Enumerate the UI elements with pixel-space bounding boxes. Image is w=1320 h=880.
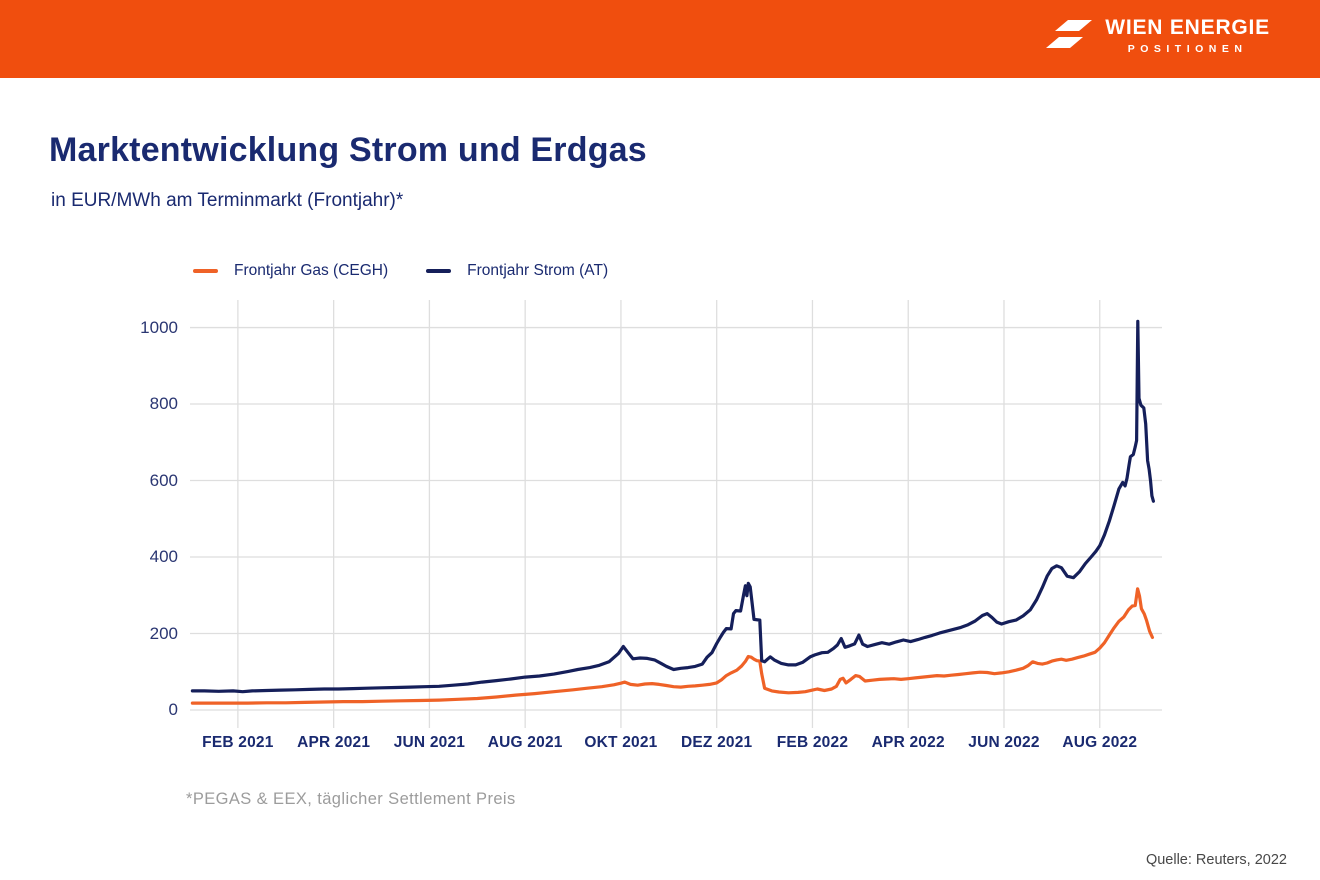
wien-energie-logo-text: WIEN ENERGIE POSITIONEN [1105, 16, 1270, 55]
chart-legend: Frontjahr Gas (CEGH) Frontjahr Strom (AT… [193, 262, 608, 280]
source: Quelle: Reuters, 2022 [1145, 851, 1287, 868]
series-line-strom [190, 319, 1156, 694]
plot-area [190, 300, 1162, 728]
x-tick-label: JUN 2022 [968, 734, 1040, 751]
header-bar: WIEN ENERGIE POSITIONEN [0, 0, 1320, 78]
footnote: *PEGAS & EEX, täglicher Settlement Preis [186, 789, 516, 808]
wien-energie-logo: WIEN ENERGIE POSITIONEN [1046, 16, 1270, 55]
x-tick-label: APR 2022 [871, 734, 945, 751]
legend-item-strom: Frontjahr Strom (AT) [426, 262, 608, 280]
brand-subtitle: POSITIONEN [1127, 43, 1248, 56]
x-tick-label: APR 2021 [297, 734, 371, 751]
y-tick-label: 200 [149, 623, 178, 643]
brand-name: WIEN ENERGIE [1105, 16, 1270, 39]
y-tick-label: 1000 [140, 317, 178, 337]
x-tick-label: JUN 2021 [393, 734, 466, 751]
x-tick-label: OKT 2021 [584, 734, 658, 751]
legend-label-strom: Frontjahr Strom (AT) [467, 262, 609, 279]
price-chart: 0 200 400 600 800 1000 FEB 2021 APR 2021 JUN 20… [140, 300, 1162, 751]
x-tick-label: DEZ 2021 [680, 734, 753, 751]
page-title: Marktentwicklung Strom und Erdgas [49, 130, 647, 169]
gas-line-swatch [193, 269, 218, 273]
x-tick-label: AUG 2022 [1062, 734, 1138, 751]
y-tick-label: 400 [149, 547, 178, 567]
x-tick-label: FEB 2022 [776, 734, 849, 751]
y-axis: 0 200 400 600 800 1000 [112, 300, 178, 728]
page-subtitle: in EUR/MWh am Terminmarkt (Frontjahr)* [51, 190, 404, 211]
legend-label-gas: Frontjahr Gas (CEGH) [234, 262, 389, 279]
x-tick-label: AUG 2021 [487, 734, 563, 751]
strom-line-swatch [426, 269, 452, 273]
series-line-gas [190, 587, 1155, 705]
y-tick-label: 0 [168, 700, 178, 720]
y-tick-label: 800 [149, 394, 178, 414]
wien-energie-logo-icon [1046, 20, 1093, 48]
legend-item-gas: Frontjahr Gas (CEGH) [193, 262, 388, 280]
x-axis: FEB 2021 APR 2021 JUN 2021 AUG 2021 OKT 2021… [190, 734, 1162, 764]
y-tick-label: 600 [149, 470, 178, 490]
x-tick-label: FEB 2021 [202, 734, 274, 751]
